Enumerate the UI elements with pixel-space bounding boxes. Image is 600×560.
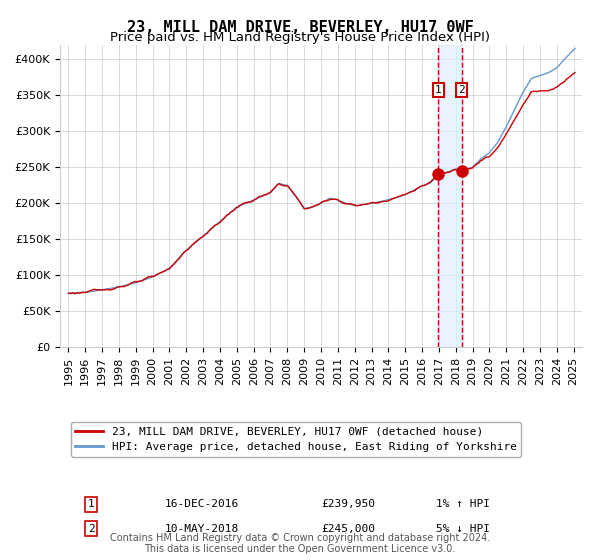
Text: £245,000: £245,000 [321, 524, 375, 534]
Text: £239,950: £239,950 [321, 500, 375, 510]
Text: 1: 1 [435, 85, 442, 95]
Text: 5% ↓ HPI: 5% ↓ HPI [436, 524, 490, 534]
Text: 2: 2 [88, 524, 95, 534]
Text: 2: 2 [458, 85, 465, 95]
Text: 10-MAY-2018: 10-MAY-2018 [164, 524, 239, 534]
Text: 16-DEC-2016: 16-DEC-2016 [164, 500, 239, 510]
Text: Contains HM Land Registry data © Crown copyright and database right 2024.
This d: Contains HM Land Registry data © Crown c… [110, 533, 490, 554]
Text: 1% ↑ HPI: 1% ↑ HPI [436, 500, 490, 510]
Text: Price paid vs. HM Land Registry's House Price Index (HPI): Price paid vs. HM Land Registry's House … [110, 31, 490, 44]
Legend: 23, MILL DAM DRIVE, BEVERLEY, HU17 0WF (detached house), HPI: Average price, det: 23, MILL DAM DRIVE, BEVERLEY, HU17 0WF (… [71, 422, 521, 456]
Bar [438, 45, 462, 347]
Text: 1: 1 [88, 500, 95, 510]
Text: 23, MILL DAM DRIVE, BEVERLEY, HU17 0WF: 23, MILL DAM DRIVE, BEVERLEY, HU17 0WF [127, 20, 473, 35]
